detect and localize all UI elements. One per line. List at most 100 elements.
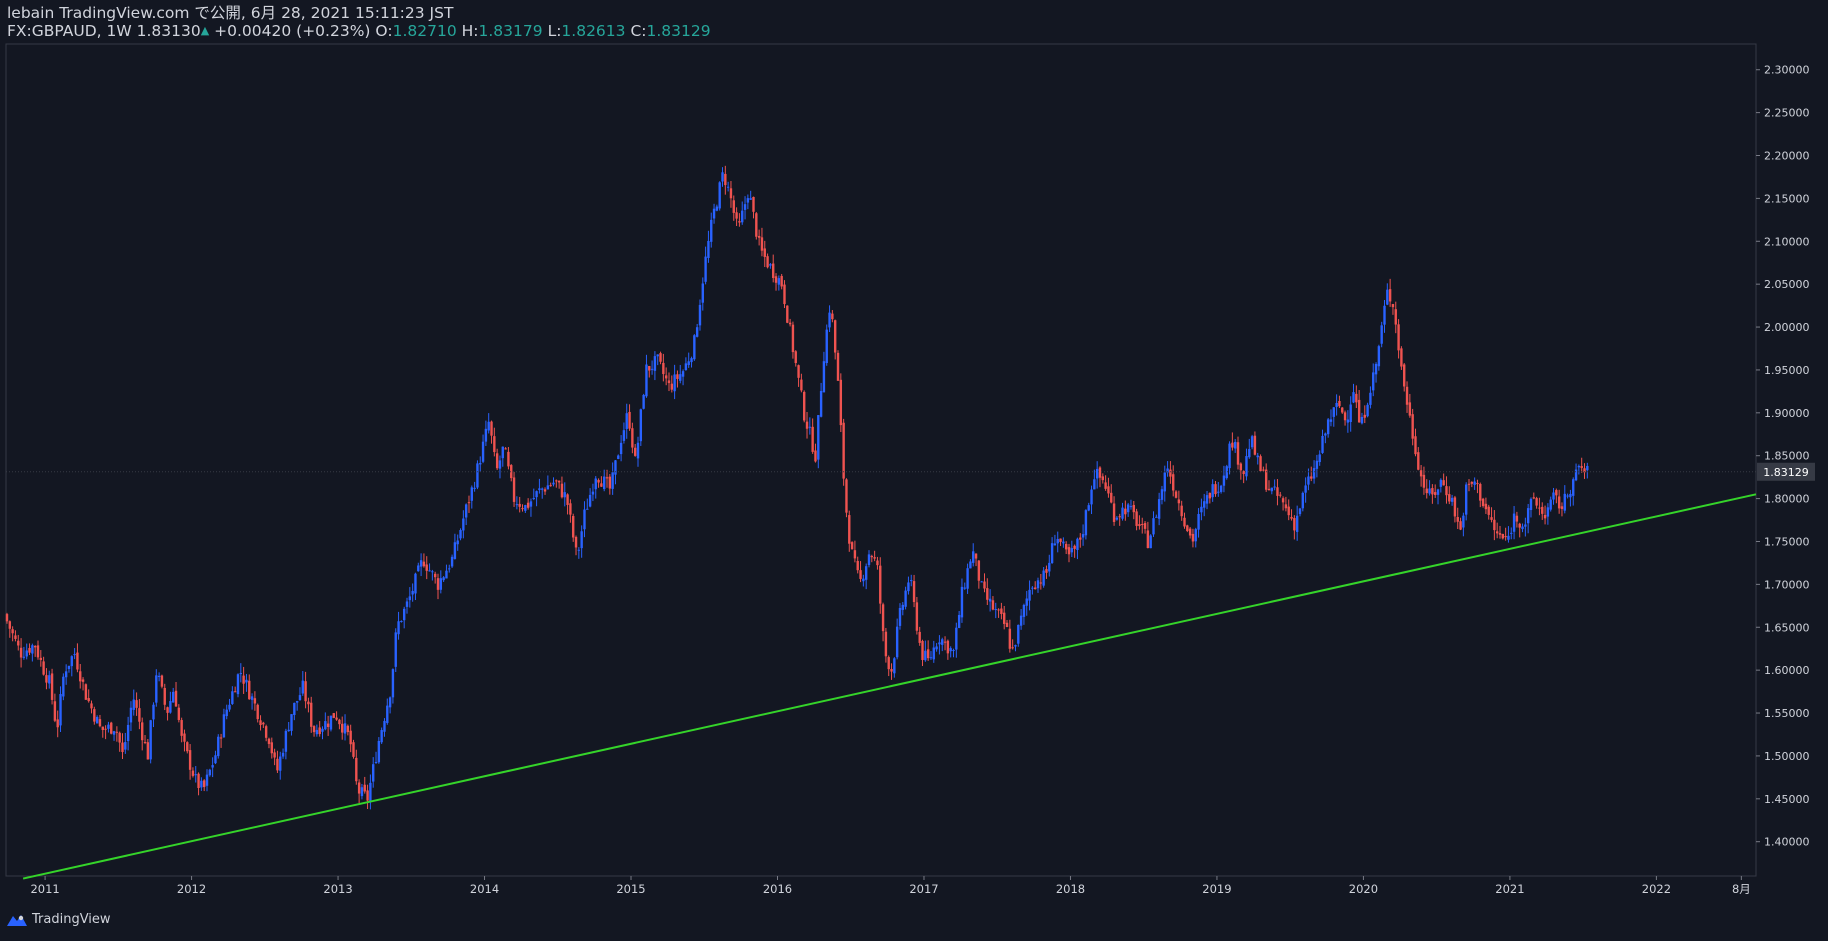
candle-body — [439, 578, 443, 590]
candle-body — [862, 578, 865, 582]
candle-body — [645, 364, 648, 397]
candle-body — [529, 501, 533, 507]
candle-body — [895, 626, 899, 658]
trendline[interactable] — [22, 493, 1757, 880]
candle-body — [495, 453, 499, 469]
candle-body — [726, 186, 730, 188]
candle-body — [284, 730, 288, 752]
candle-body — [1408, 402, 1412, 416]
symbol-label[interactable]: FX:GBPAUD, 1W — [7, 22, 132, 40]
candle-body — [62, 676, 65, 697]
candle-body — [512, 477, 516, 502]
candle-body — [174, 690, 178, 707]
candle-body — [1188, 528, 1192, 536]
tradingview-logo-icon — [7, 914, 27, 926]
candle-body — [1400, 348, 1403, 367]
y-tick-label: 1.80000 — [1764, 493, 1810, 506]
x-tick-label: 8月 — [1732, 882, 1751, 896]
candle-body — [1450, 497, 1454, 502]
y-tick-label: 1.70000 — [1764, 578, 1810, 591]
candle-body — [797, 365, 800, 378]
candle-body — [881, 604, 885, 632]
candle-body — [1490, 517, 1493, 520]
candle-body — [1473, 481, 1476, 485]
candle-body — [628, 411, 631, 429]
candle-body — [1538, 507, 1541, 509]
candle-body — [1219, 485, 1223, 492]
candle-body — [267, 738, 271, 744]
candle-body — [1563, 493, 1566, 511]
candle-body — [1177, 499, 1181, 504]
candle-body — [786, 305, 789, 323]
candle-body — [1050, 543, 1054, 563]
candle-body — [1555, 490, 1558, 496]
y-tick-label: 1.40000 — [1764, 836, 1810, 849]
candle-body — [1312, 468, 1316, 479]
candle-body — [464, 504, 468, 518]
candle-body — [743, 204, 747, 210]
candle-body — [335, 717, 338, 720]
candle-body — [172, 691, 175, 703]
candle-body — [1217, 491, 1220, 493]
candle-body — [1357, 399, 1361, 423]
candle-body — [1045, 569, 1048, 573]
candle-body — [279, 756, 282, 771]
candle-body — [301, 680, 304, 694]
price-change: +0.00420 (+0.23%) — [214, 22, 371, 40]
candle-body — [1428, 488, 1431, 494]
candle-body — [81, 679, 85, 682]
candle-body — [1388, 289, 1392, 302]
candle-body — [1467, 483, 1471, 485]
candle-body — [1586, 465, 1589, 471]
candle-body — [1456, 517, 1459, 522]
candle-body — [1290, 516, 1293, 519]
candle-body — [957, 614, 961, 628]
candle-body — [814, 450, 817, 462]
candle-body — [1495, 531, 1499, 534]
candle-body — [307, 701, 310, 705]
candle-body — [712, 208, 716, 219]
candle-body — [859, 570, 862, 579]
candle-body — [152, 704, 155, 720]
candle-body — [129, 707, 133, 723]
y-tick-label: 1.60000 — [1764, 664, 1810, 677]
candle-body — [155, 675, 158, 703]
candle-body — [1352, 392, 1355, 403]
candle-body — [250, 696, 254, 700]
candle-body — [67, 665, 71, 669]
footer-brand[interactable]: TradingView — [6, 912, 111, 927]
candle-body — [1231, 442, 1234, 448]
candle-body — [124, 742, 127, 750]
candle-body — [1419, 470, 1423, 477]
candle-body — [1000, 608, 1003, 615]
time-axis[interactable]: 2011 2012 2013 2014 2015 2016 2017 2018 2019 2020… — [30, 876, 1751, 896]
candle-body — [239, 673, 243, 675]
candle-body — [264, 726, 268, 738]
candle-body — [1003, 612, 1006, 624]
candle-body — [1022, 604, 1026, 617]
publish-line: lebain TradingView.com で公開, 6月 28, 2021 … — [7, 4, 454, 22]
candle-body — [842, 422, 845, 479]
candle-body — [1014, 645, 1017, 647]
price-axis[interactable]: 2.30000 2.25000 2.20000 2.15000 2.10000 2.050… — [1756, 64, 1810, 849]
last-price-badge: 1.83129 — [1757, 462, 1815, 481]
y-tick-label: 1.85000 — [1764, 450, 1810, 463]
candle-body — [338, 719, 341, 725]
candle-body — [1025, 598, 1028, 606]
candle-body — [955, 627, 958, 650]
candle-body — [594, 478, 597, 490]
candle-body — [1459, 521, 1462, 530]
candle-body — [526, 502, 530, 508]
candle-body — [321, 728, 324, 732]
candle-body — [90, 703, 93, 709]
candle-body — [50, 673, 54, 700]
candle-body — [25, 650, 28, 657]
candle-body — [667, 380, 671, 384]
candle-body — [991, 600, 995, 610]
candle-body — [112, 731, 116, 735]
candle-body — [1107, 486, 1110, 494]
candle-body — [1059, 538, 1062, 542]
candle-body — [1028, 589, 1031, 601]
y-tick-label: 2.10000 — [1764, 235, 1810, 248]
